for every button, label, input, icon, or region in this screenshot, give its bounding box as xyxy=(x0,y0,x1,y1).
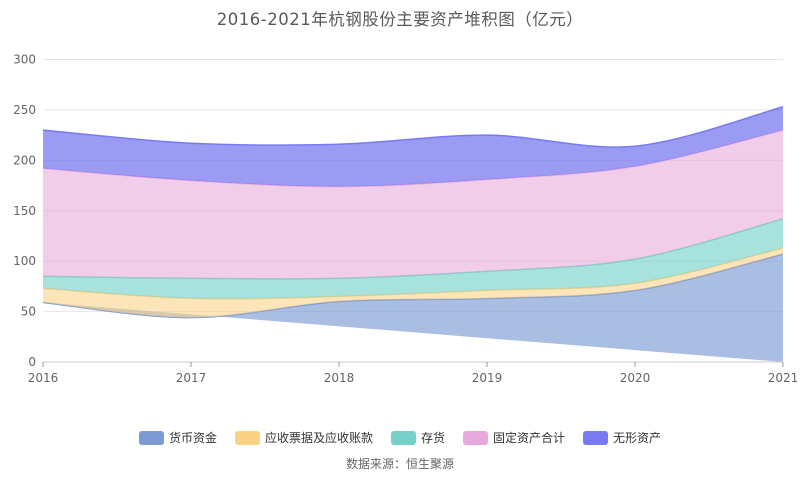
chart-title: 2016-2021年杭钢股份主要资产堆积图（亿元） xyxy=(216,10,584,29)
x-axis-label: 2019 xyxy=(472,371,503,385)
legend-label-notes-and-accounts-receivable: 应收票据及应收账款 xyxy=(264,431,373,445)
legend-item-intangible-assets[interactable]: 无形资产 xyxy=(583,429,661,446)
legend-item-inventory[interactable]: 存货 xyxy=(390,429,445,446)
legend-swatch-intangible-assets xyxy=(583,430,609,445)
legend-label-fixed-assets-total: 固定资产合计 xyxy=(493,431,566,445)
y-axis-label: 300 xyxy=(13,53,36,67)
y-axis-label: 200 xyxy=(13,153,36,167)
area-monetary-funds xyxy=(43,254,783,362)
y-axis-label: 150 xyxy=(13,204,36,218)
chart-legend: 货币资金 应收票据及应收账款 存货 固定资产合计 无形资产 xyxy=(0,429,800,446)
area-intangible-assets xyxy=(43,106,783,187)
area-fixed-assets-total xyxy=(43,130,783,279)
x-axis-label: 2016 xyxy=(28,371,59,385)
legend-label-intangible-assets: 无形资产 xyxy=(613,431,662,445)
x-axis-label: 2018 xyxy=(324,371,355,385)
y-axis-label: 100 xyxy=(13,254,36,268)
legend-label-monetary-funds: 货币资金 xyxy=(168,431,217,445)
x-axis-label: 2017 xyxy=(176,371,207,385)
data-source: 数据来源：恒生聚源 xyxy=(345,457,454,471)
legend-swatch-monetary-funds xyxy=(138,430,164,445)
legend-item-notes-and-accounts-receivable[interactable]: 应收票据及应收账款 xyxy=(234,429,373,446)
y-axis-label: 0 xyxy=(28,355,36,369)
x-axis-label: 2021 xyxy=(768,371,799,385)
legend-item-fixed-assets-total[interactable]: 固定资产合计 xyxy=(463,429,565,446)
legend-item-monetary-funds[interactable]: 货币资金 xyxy=(138,429,217,446)
legend-swatch-inventory xyxy=(390,430,416,445)
y-axis-label: 50 xyxy=(21,305,36,319)
x-axis-label: 2020 xyxy=(620,371,651,385)
line-intangible-assets xyxy=(42,106,784,148)
legend-label-inventory: 存货 xyxy=(420,431,445,445)
legend-swatch-fixed-assets-total xyxy=(463,430,488,445)
y-axis-label: 250 xyxy=(13,103,36,117)
area-notes-and-accounts-receivable xyxy=(43,248,783,318)
legend-swatch-notes-and-accounts-receivable xyxy=(234,430,260,445)
